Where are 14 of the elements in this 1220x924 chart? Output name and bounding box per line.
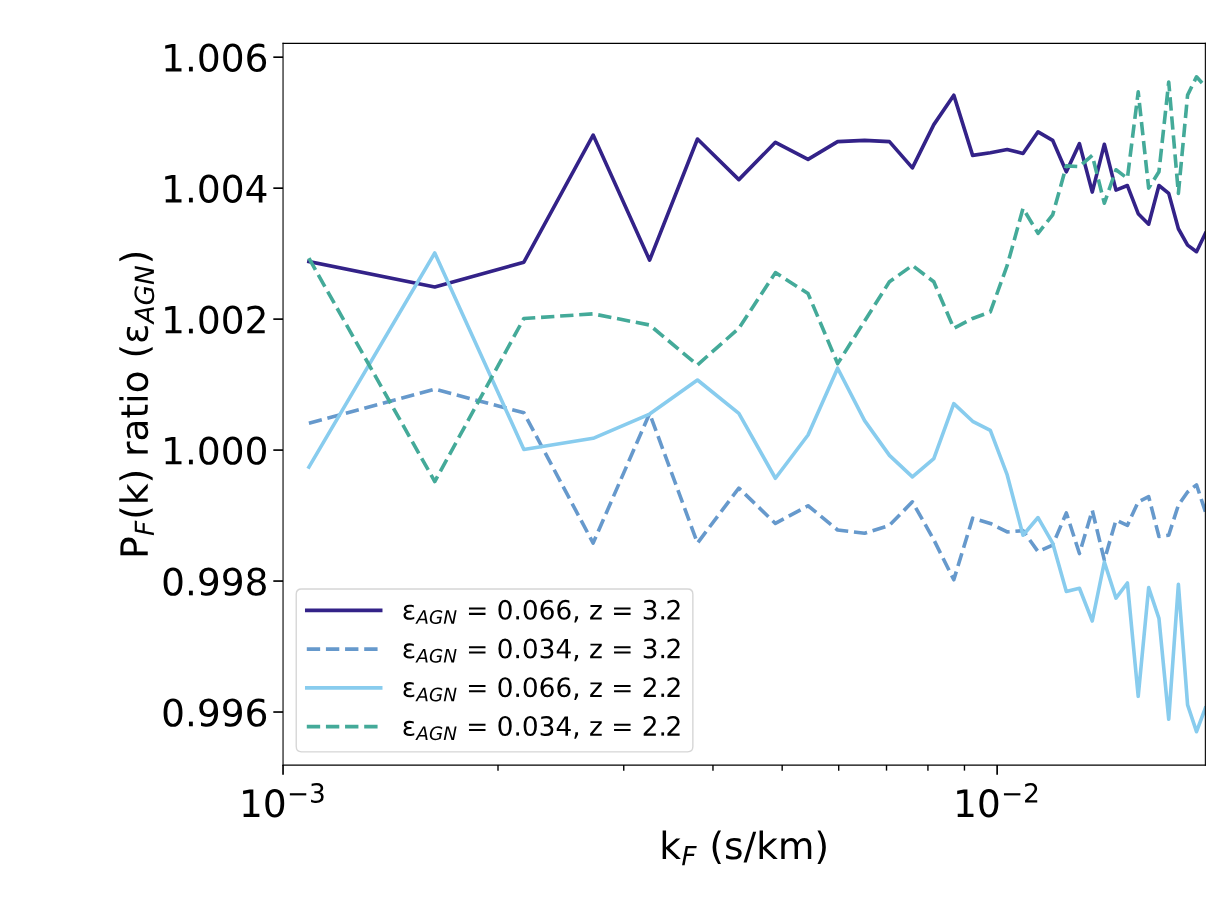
y-tick-label: 0.998 [163, 567, 266, 596]
x-tick-label: 10$^{−2}$ [957, 783, 1038, 818]
y-tick-label: 1.000 [165, 436, 266, 465]
legend-label: ε$_{AGN}$ = 0.034, z = 2.2 [403, 716, 680, 741]
legend-label: ε$_{AGN}$ = 0.034, z = 3.2 [403, 638, 680, 663]
legend-label: ε$_{AGN}$ = 0.066, z = 2.2 [403, 677, 680, 702]
x-axis-title: k$_{F}$ (s/km) [662, 830, 826, 866]
legend-label: ε$_{AGN}$ = 0.066, z = 3.2 [403, 599, 680, 625]
y-axis-title: P$_{F}$(k) ratio (ε$_{AGN}$) [119, 252, 155, 556]
y-tick-label: 1.004 [165, 174, 267, 203]
y-tick-label: 1.002 [165, 305, 265, 334]
y-tick-label: 1.006 [165, 43, 267, 72]
x-tick-label: 10$^{−3}$ [243, 783, 324, 818]
y-tick-label: 0.996 [163, 698, 267, 727]
